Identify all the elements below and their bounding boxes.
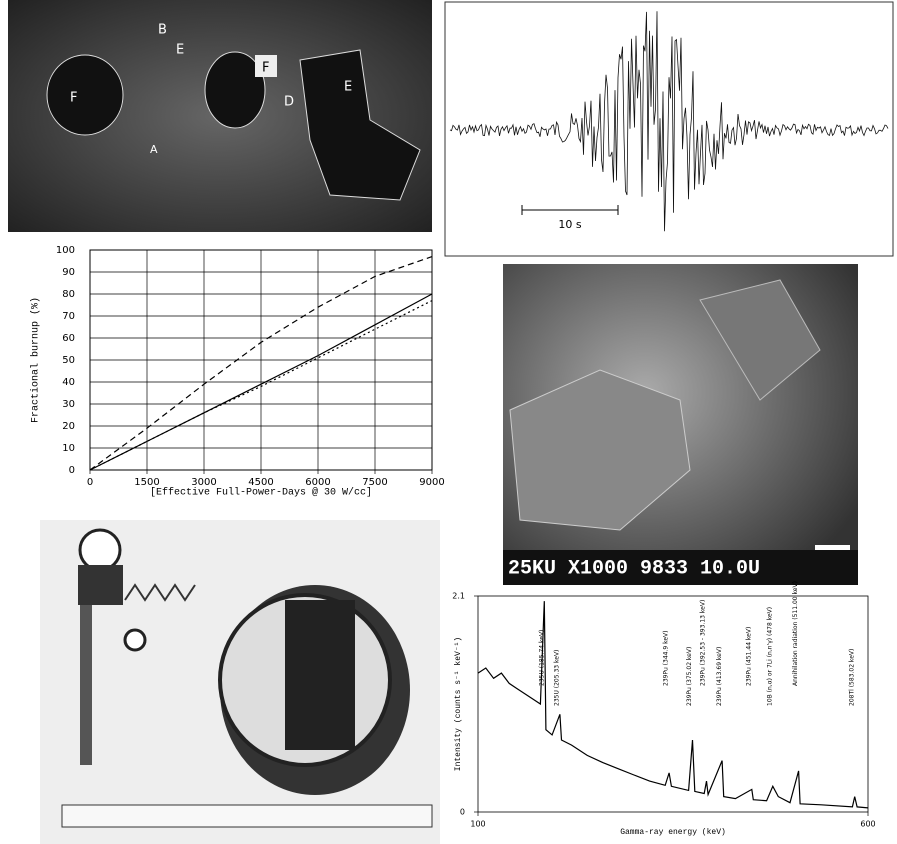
y-tick-label: 50: [62, 355, 75, 366]
y-tick-label: 70: [62, 311, 75, 322]
y-tick-label: 60: [62, 333, 75, 344]
seismogram: 10 s: [445, 2, 893, 256]
micro-label: F: [70, 91, 77, 106]
micro-label: E: [344, 80, 352, 95]
peak-label: 235U (205.33 keV): [554, 650, 561, 706]
x-tick-label: 0: [87, 477, 93, 488]
y-tick-label: 100: [56, 245, 75, 256]
y-axis-label: Fractional burnup (%): [30, 297, 42, 423]
peak-label: Annihilation radiation (511.00 keV): [792, 581, 799, 686]
peak-label: 239Pu (375.02 keV): [686, 647, 693, 706]
y-tick-label: 40: [62, 377, 75, 388]
page: B F E F D E A 10 s 25KU X1000 9833 10.0U…: [0, 0, 897, 844]
x-tick-label: 9000: [419, 477, 444, 488]
x-axis-label: Gamma-ray energy (keV): [620, 828, 726, 837]
peak-label: 208Tl (583.02 keV): [848, 649, 855, 706]
y-tick-label: 20: [62, 421, 75, 432]
photo: [40, 520, 440, 844]
x-tick-label: 100: [470, 820, 485, 829]
y-tick-label: 2.1: [452, 592, 465, 601]
y-tick-label: 10: [62, 443, 75, 454]
peak-label: 239Pu (392.53 - 393.13 keV): [700, 600, 707, 686]
sem-caption: 25KU X1000 9833 10.0U: [508, 557, 760, 580]
peak-label: 10B (n,α) or 7Li (n,n'γ) (478 keV): [766, 607, 773, 706]
y-tick-label: 0: [460, 808, 465, 817]
figure-collage: B F E F D E A 10 s 25KU X1000 9833 10.0U…: [0, 0, 897, 844]
x-axis-label: [Effective Full-Power-Days @ 30 W/cc]: [150, 487, 372, 499]
scale-label: 10 s: [558, 218, 581, 231]
y-tick-label: 0: [69, 465, 75, 476]
micro-label: A: [150, 143, 158, 156]
y-tick-label: 80: [62, 289, 75, 300]
y-tick-label: 90: [62, 267, 75, 278]
y-tick-label: 30: [62, 399, 75, 410]
x-tick-label: 6000: [305, 477, 330, 488]
series-line: [478, 601, 868, 808]
peak-label: 239Pu (413.69 keV): [716, 647, 723, 706]
x-tick-label: 1500: [134, 477, 159, 488]
x-tick-label: 600: [860, 820, 875, 829]
peak-label: 239Pu (451.44 keV): [746, 627, 753, 686]
y-axis-label: Intensity (counts s⁻¹ keV⁻¹): [454, 637, 463, 771]
micro-label: F: [262, 61, 269, 76]
plot-frame: [478, 596, 868, 812]
peak-label: 235U (185.74 keV): [538, 630, 545, 686]
peak-label: 239Pu (344.9 keV): [663, 631, 670, 687]
x-tick-label: 4500: [248, 477, 273, 488]
x-tick-label: 7500: [362, 477, 387, 488]
sem-image: 25KU X1000 9833 10.0U: [503, 264, 858, 585]
x-tick-label: 3000: [191, 477, 216, 488]
micro-label: B: [158, 23, 167, 38]
micro-label: E: [176, 43, 184, 58]
micro-label: D: [284, 95, 294, 110]
micrograph: B F E F D E A: [8, 0, 432, 232]
